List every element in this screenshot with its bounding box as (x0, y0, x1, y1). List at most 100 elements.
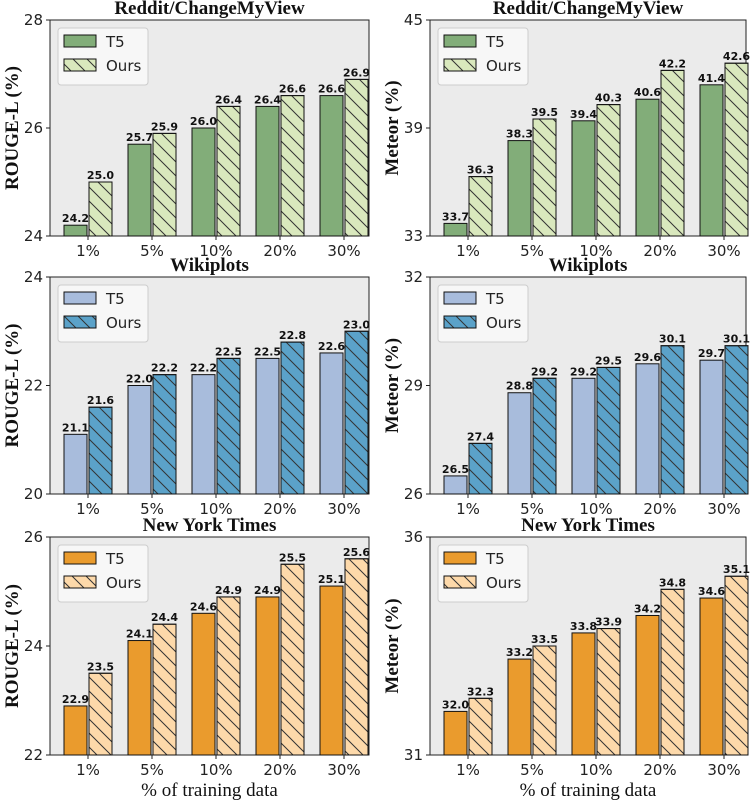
bar-t5 (635, 614, 660, 756)
y-tick-label: 39 (404, 119, 423, 137)
x-tick-label: 5% (520, 500, 544, 518)
data-label: 29.2 (570, 365, 597, 378)
data-label: 22.6 (318, 340, 345, 353)
x-axis-label: % of training data (520, 780, 657, 800)
x-tick-label: 20% (263, 242, 296, 260)
data-label: 30.1 (659, 333, 686, 346)
x-tick-label: 1% (76, 761, 100, 779)
y-tick-label: 24 (24, 637, 43, 655)
y-tick-label: 20 (24, 485, 43, 503)
bar-hatch (88, 181, 113, 237)
x-tick-label: 1% (456, 761, 480, 779)
bar-t5 (127, 385, 152, 495)
chart-title: New York Times (143, 515, 277, 536)
legend-hatch (63, 575, 97, 589)
bar-t5 (635, 98, 660, 237)
bar-hatch (280, 95, 305, 237)
bar-hatch (280, 563, 305, 756)
data-label: 25.6 (343, 546, 370, 559)
bar-t5 (507, 140, 532, 237)
legend: T5 Ours (437, 284, 529, 343)
x-tick-label: 30% (707, 761, 740, 779)
bar-hatch (152, 623, 177, 756)
data-label: 29.2 (531, 365, 558, 378)
bar-t5 (443, 222, 468, 237)
subplot-0: Reddit/ChangeMyView ROUGE-L (%) 24 26 28 1% 24… (2, 0, 370, 260)
x-tick-label: 20% (643, 242, 676, 260)
bar-t5 (699, 359, 724, 495)
data-label: 26.9 (343, 66, 370, 79)
bar-hatch (88, 672, 113, 756)
data-label: 34.2 (634, 602, 661, 615)
data-label: 26.4 (254, 93, 281, 106)
bar-hatch (660, 345, 685, 495)
legend: T5 Ours (57, 284, 149, 343)
data-label: 26.4 (215, 93, 242, 106)
x-tick-label: 5% (140, 500, 164, 518)
bar-t5 (571, 120, 596, 237)
y-tick-label: 31 (404, 746, 423, 764)
y-tick-label: 26 (24, 528, 43, 546)
data-label: 39.5 (531, 106, 558, 119)
legend-label: Ours (486, 57, 521, 75)
data-label: 25.0 (87, 169, 114, 182)
data-label: 26.6 (279, 83, 306, 96)
y-axis-label: Meteor (%) (382, 80, 403, 175)
legend: T5 Ours (437, 27, 529, 86)
data-label: 24.1 (126, 628, 153, 641)
bar-hatch (216, 596, 241, 756)
data-label: 42.2 (659, 57, 686, 70)
legend-label: Ours (106, 314, 141, 332)
bar-hatch (660, 69, 685, 237)
bar-hatch (152, 132, 177, 237)
bar-t5 (319, 585, 344, 756)
data-label: 26.5 (442, 463, 469, 476)
data-label: 24.2 (62, 212, 89, 225)
data-label: 33.8 (570, 620, 597, 633)
legend-hatch (63, 315, 97, 329)
data-label: 29.6 (634, 351, 661, 364)
data-label: 24.6 (190, 600, 217, 613)
x-tick-label: 20% (643, 500, 676, 518)
data-label: 27.4 (467, 430, 494, 443)
data-label: 22.2 (151, 362, 178, 375)
legend-label: T5 (485, 290, 505, 308)
y-axis-label: ROUGE-L (%) (2, 584, 23, 708)
data-label: 22.2 (190, 362, 217, 375)
data-label: 22.5 (254, 345, 281, 358)
bar-t5 (635, 363, 660, 495)
legend-swatch-t5 (443, 551, 477, 565)
bar-hatch (152, 374, 177, 495)
bar-t5 (191, 374, 216, 495)
x-tick-label: 5% (520, 761, 544, 779)
x-axis-label: % of training data (141, 780, 278, 800)
x-tick-label: 10% (579, 242, 612, 260)
data-label: 36.3 (467, 164, 494, 177)
bar-hatch (344, 558, 369, 756)
x-tick-label: 10% (199, 500, 232, 518)
bar-t5 (63, 224, 88, 237)
legend-label: Ours (486, 574, 521, 592)
data-label: 24.9 (254, 584, 281, 597)
y-axis-label: ROUGE-L (%) (2, 66, 23, 190)
x-tick-label: 5% (520, 242, 544, 260)
bar-t5 (571, 632, 596, 756)
bar-hatch (596, 366, 621, 495)
legend-swatch-t5 (443, 291, 477, 305)
x-tick-label: 10% (199, 761, 232, 779)
legend-label: T5 (485, 550, 505, 568)
legend-swatch-t5 (63, 291, 97, 305)
bar-hatch (532, 118, 557, 237)
data-label: 21.1 (62, 421, 89, 434)
legend-label: Ours (106, 57, 141, 75)
data-label: 30.1 (723, 333, 750, 346)
data-label: 38.3 (506, 128, 533, 141)
data-label: 25.1 (318, 573, 345, 586)
data-label: 33.5 (531, 633, 558, 646)
legend-swatch-t5 (63, 551, 97, 565)
x-tick-label: 20% (643, 761, 676, 779)
bar-hatch (596, 628, 621, 756)
x-tick-label: 20% (263, 500, 296, 518)
x-tick-label: 30% (327, 761, 360, 779)
legend-swatch-t5 (63, 34, 97, 48)
